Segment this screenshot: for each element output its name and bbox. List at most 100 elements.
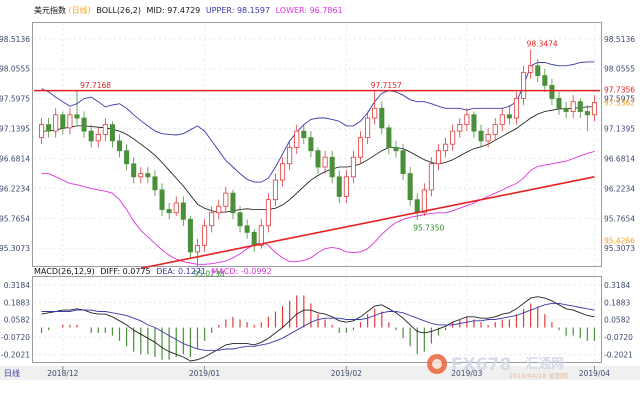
macd-value: -0.0992: [241, 267, 272, 276]
macd-series: 0.3184 0.3184 0.1883 0.1883 0.0582 0.0582 -0.0…: [1, 281, 633, 362]
price-badge: 97.7356: [604, 86, 635, 95]
date-tick-label: 2019/02: [331, 369, 362, 378]
date-tick-label: 2019/03: [451, 369, 482, 378]
candle: [556, 91, 562, 115]
candle-body: [209, 212, 215, 227]
price-badge: 97.5362: [604, 99, 635, 108]
price-tick-label-left: 97.1395: [0, 125, 30, 134]
candle-body: [329, 156, 335, 178]
candle-body: [294, 130, 300, 148]
period-tag: (日线): [69, 5, 91, 15]
date-axis: 2018/12 2019/01 2019/02 2019/03 2019/04: [47, 366, 610, 378]
macd-tick-label: 0.0582: [604, 316, 630, 325]
candle-body: [301, 130, 307, 139]
candle: [400, 144, 406, 181]
candle-body: [265, 199, 271, 227]
candle-body: [421, 189, 427, 214]
candle: [216, 199, 222, 220]
candle-body: [485, 133, 491, 142]
candle: [67, 108, 73, 135]
candle: [301, 124, 307, 145]
candle-body: [315, 150, 321, 168]
diff-value: 0.0775: [123, 267, 151, 276]
candle-body: [53, 114, 59, 132]
price-header: 美元指数 (日线) BOLL(26,2) MID: 97.4729 UPPER:…: [34, 5, 343, 15]
candle-body: [365, 117, 371, 139]
candle-body: [109, 124, 115, 142]
candle-body: [81, 117, 87, 132]
candle: [350, 150, 356, 184]
macd-tick-label-left: 0.1883: [4, 298, 30, 307]
macd-dea-line: [41, 302, 595, 351]
candle-body: [166, 209, 172, 214]
candle-body: [506, 114, 512, 119]
candle: [379, 101, 385, 135]
price-annotation: 95.0238: [193, 270, 224, 279]
candle: [237, 206, 243, 233]
candle-body: [280, 163, 286, 181]
price-tick-label-left: 97.5975: [0, 95, 30, 104]
daily-tab[interactable]: 日线: [4, 368, 20, 378]
candle-body: [244, 225, 250, 233]
candle-body: [230, 192, 236, 214]
candle-body: [443, 143, 449, 152]
candle: [478, 124, 484, 148]
candle-body: [272, 179, 278, 201]
candle: [513, 91, 520, 125]
price-annotation: 98.3474: [527, 40, 558, 49]
candle: [591, 95, 597, 122]
candle: [570, 95, 576, 119]
candle-body: [414, 199, 420, 214]
candle: [280, 157, 286, 187]
candle: [549, 78, 555, 105]
candle: [95, 127, 101, 148]
fx678-watermark: FX678 汇通网 2019/04/18 星期四: [427, 354, 568, 380]
macd-tick-label: 0.3184: [604, 281, 630, 290]
candle-body: [513, 98, 520, 119]
candle: [166, 202, 172, 220]
candle-body: [216, 205, 222, 214]
trend-lines: [34, 89, 600, 270]
candle-body: [74, 114, 80, 119]
date-axis-strip: [0, 366, 640, 380]
candle: [457, 118, 463, 138]
candlestick-series: [39, 49, 597, 267]
candle: [152, 170, 158, 197]
candle: [521, 65, 527, 105]
macd-diff-line: [41, 296, 595, 362]
candle: [74, 90, 80, 125]
boll-name: BOLL(26,2): [96, 6, 141, 15]
boll-mid-line: [41, 106, 595, 213]
candle: [407, 167, 413, 207]
lower-label: LOWER:: [276, 6, 307, 15]
candle-body: [287, 147, 293, 165]
candle: [435, 144, 442, 171]
candle: [209, 206, 215, 233]
candle-body: [138, 173, 144, 178]
upper-label: UPPER:: [206, 6, 235, 15]
candle: [386, 124, 392, 154]
candle-body: [563, 107, 569, 112]
boll-upper-value: 98.1597: [237, 6, 270, 15]
candle-body: [400, 150, 406, 174]
candle: [244, 219, 250, 239]
macd-header: MACD(26,12,9) DIFF: 0.0775 DEA: 0.1271 M…: [34, 267, 272, 276]
candle: [53, 108, 59, 138]
candle: [173, 196, 179, 217]
price-tick-label-left: 95.3073: [0, 244, 30, 253]
macd-name: MACD(26,12,9): [34, 267, 95, 276]
candle: [499, 108, 505, 132]
candle-body: [124, 150, 130, 165]
candle-body: [549, 84, 555, 99]
candle-body: [322, 156, 328, 168]
candle-body: [499, 114, 505, 125]
candle-body: [67, 114, 73, 129]
price-annotation: 97.7168: [80, 81, 111, 90]
candle-body: [116, 140, 123, 152]
candle-body: [386, 127, 392, 148]
candle-body: [464, 114, 470, 125]
dea-label: DEA:: [156, 267, 175, 276]
candle: [372, 90, 378, 125]
candle-body: [223, 192, 229, 207]
candle: [577, 98, 583, 119]
